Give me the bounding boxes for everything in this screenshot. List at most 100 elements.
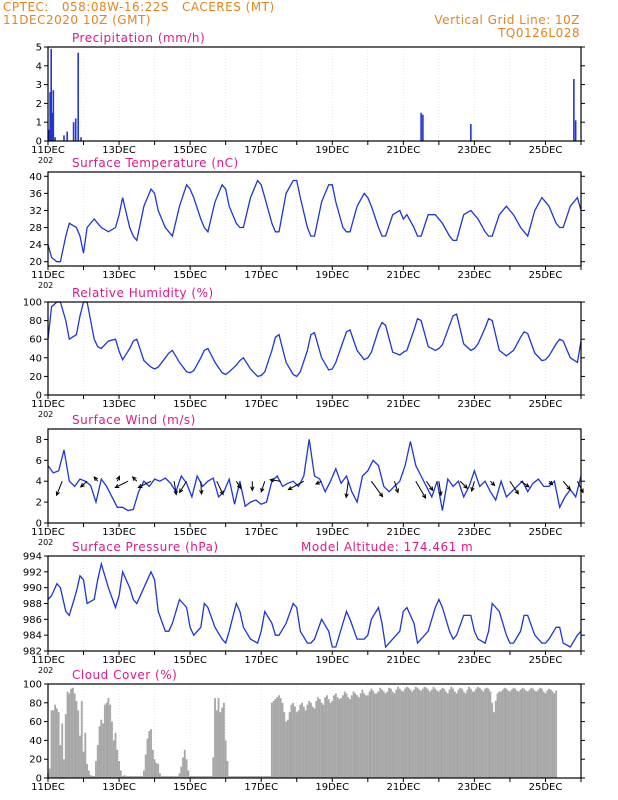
panel-1-bar <box>72 122 75 141</box>
panel-1-y-tick-label: 0 <box>36 137 42 148</box>
panel-6-bar <box>507 690 510 778</box>
panel-4-frame <box>47 428 582 524</box>
panel-6-x-tick-label: 11DEC <box>31 782 65 793</box>
panel-3-x-tick-label: 13DEC <box>102 399 136 410</box>
panel-6-bar <box>246 776 248 778</box>
panel-6-bar <box>386 691 389 778</box>
panel-6-bar <box>381 689 383 778</box>
panel-6-bar <box>366 695 369 778</box>
panel-6-bar <box>70 688 73 778</box>
panel-6-bar <box>357 697 360 778</box>
panel-6-bar <box>210 776 213 778</box>
panel-6-bar <box>398 688 401 778</box>
panel-6-bar <box>503 687 506 778</box>
panel-6-bar <box>459 687 462 778</box>
panel-6-bar <box>265 776 268 778</box>
wind-arrow <box>55 481 63 497</box>
panel-6-bar <box>373 693 376 778</box>
panel-1-bar <box>573 78 575 141</box>
panel-1-bar <box>574 120 577 141</box>
panel-6-bar <box>235 776 238 778</box>
panel-6-bar <box>226 761 229 778</box>
panel-6-bar <box>437 691 440 778</box>
panel-6-bar <box>132 776 135 778</box>
panel-6-bar <box>475 688 478 778</box>
wind-arrow <box>393 481 400 494</box>
panel-1-x-tick-label: 21DEC <box>386 145 420 156</box>
panel-3-year-fragment: 202 <box>38 410 53 419</box>
panel-6-bar <box>270 702 273 778</box>
panel-6-bar <box>166 776 168 778</box>
panel-2-x-tick-label: 19DEC <box>315 270 349 281</box>
panel-4-y-tick-label: 2 <box>36 498 42 509</box>
panel-6-bar <box>199 776 202 778</box>
panel-2-x-tick-label: 17DEC <box>244 270 278 281</box>
panel-6-bar <box>462 691 465 778</box>
panel-1-bar <box>50 48 52 141</box>
panel-6-bar <box>404 688 407 778</box>
panel-6-bar <box>286 719 289 778</box>
panel-6-bar <box>301 702 303 778</box>
panel-6-frame <box>47 683 582 779</box>
wind-arrow <box>490 480 496 487</box>
panel-2-y-tick-label: 40 <box>29 172 42 183</box>
panel-6-bar <box>414 686 417 778</box>
panel-3-x-tick-label: 19DEC <box>315 399 349 410</box>
panel-5-y-tick-label: 990 <box>23 583 42 594</box>
panel-6-bar <box>441 687 444 778</box>
panel-6-bar <box>368 691 371 778</box>
panel-6-bar <box>407 687 410 778</box>
panel-6-bar <box>464 693 467 778</box>
panel-6-bar <box>61 723 64 778</box>
panel-6-bar <box>477 686 479 778</box>
panel-6-bar <box>272 700 275 778</box>
panel-6-x-tick-label: 25DEC <box>529 782 563 793</box>
panel-6-bar <box>103 704 106 778</box>
panel-6-bar <box>137 776 140 778</box>
panel-6-bar <box>491 702 494 778</box>
wind-arrow <box>344 481 349 499</box>
wind-arrow <box>216 481 224 496</box>
panel-1-x-tick-label: 23DEC <box>458 145 492 156</box>
panel-6-bar <box>542 691 545 778</box>
panel-5-x-tick-label: 25DEC <box>529 655 563 666</box>
panel-6-bar <box>214 698 216 778</box>
panel-1-x-tick-label: 15DEC <box>173 145 207 156</box>
panel-6-bar <box>222 702 225 778</box>
wind-arrow <box>509 480 519 495</box>
panel-6-bar <box>190 776 193 778</box>
panel-6-bar <box>480 689 483 778</box>
panel-6-bar <box>212 757 215 778</box>
panel-6-bar <box>439 689 442 778</box>
panel-6-bar <box>450 686 453 778</box>
panel-6-bar <box>217 698 220 778</box>
panel-1-bar <box>74 118 77 141</box>
panel-6-y-tick-label: 0 <box>36 774 42 785</box>
panel-6-bar <box>100 719 103 778</box>
panel-6-bar <box>478 687 481 778</box>
panel-6-x-tick-label: 15DEC <box>173 782 207 793</box>
panel-6-bar <box>80 700 83 778</box>
panel-2-x-tick-label: 13DEC <box>102 270 136 281</box>
panel-6-bar <box>109 704 112 778</box>
panel-6-bar <box>262 776 264 778</box>
panel-6-bar <box>445 691 447 778</box>
panel-6-bar <box>384 693 387 778</box>
panel-6-bar <box>310 702 312 778</box>
panel-6-bar <box>524 690 527 778</box>
panel-1-bar <box>52 90 55 141</box>
panel-6-bar <box>95 761 97 778</box>
panel-5-x-tick-label: 17DEC <box>244 655 278 666</box>
panel-6-bar <box>402 691 405 778</box>
panel-6-bar <box>194 776 197 778</box>
panel-2-x-tick-label: 25DEC <box>529 270 563 281</box>
panel-1-bar <box>66 131 68 141</box>
panel-6-bar <box>155 762 158 778</box>
panel-6-bar <box>258 776 261 778</box>
panel-6-bar <box>157 763 160 778</box>
panel-6-bar <box>343 691 346 778</box>
panel-6-bar <box>130 776 133 778</box>
panel-6-bar <box>457 689 460 778</box>
panel-6-bar <box>292 702 295 778</box>
panel-6-bar <box>345 693 348 778</box>
